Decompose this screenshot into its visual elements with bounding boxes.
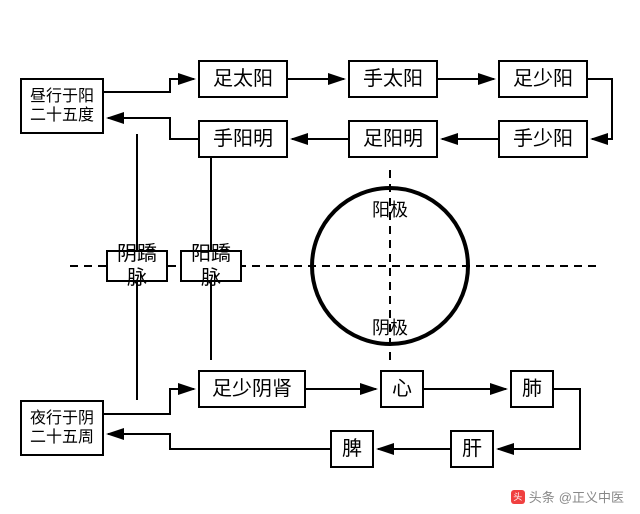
row1-c: 足少阳 bbox=[498, 60, 588, 98]
footer-author: @正义中医 bbox=[559, 487, 624, 506]
row1-a: 足太阳 bbox=[198, 60, 288, 98]
left-bottom-box: 夜行于阴 二十五周 bbox=[20, 400, 104, 456]
row4-c: 肝 bbox=[450, 430, 494, 468]
circle-bottom-label: 阴极 bbox=[370, 314, 410, 340]
row3-a: 足少阴肾 bbox=[198, 370, 306, 408]
row2-a: 手阳明 bbox=[198, 120, 288, 158]
circle-top-label: 阳极 bbox=[370, 196, 410, 222]
row3-c: 肺 bbox=[510, 370, 554, 408]
left-top-box: 昼行于阳 二十五度 bbox=[20, 78, 104, 134]
footer-prefix: 头条 bbox=[529, 487, 555, 506]
row3-b: 心 bbox=[380, 370, 424, 408]
footer-attribution: 头 头条 @正义中医 bbox=[511, 487, 624, 506]
row2-b: 足阳明 bbox=[348, 120, 438, 158]
row4-b: 脾 bbox=[330, 430, 374, 468]
mid-right-box: 阳蹻脉 bbox=[180, 250, 242, 282]
mid-left-box: 阴蹻脉 bbox=[106, 250, 168, 282]
row2-c: 手少阳 bbox=[498, 120, 588, 158]
row1-b: 手太阳 bbox=[348, 60, 438, 98]
logo-icon: 头 bbox=[511, 490, 525, 504]
